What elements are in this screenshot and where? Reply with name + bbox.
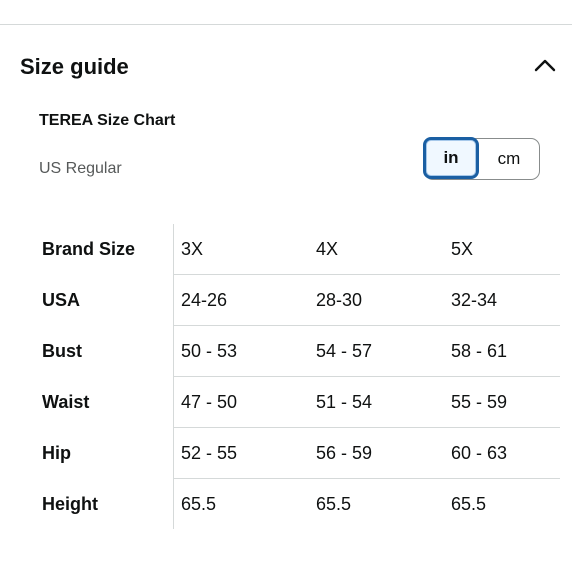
table-cell: 54 - 57	[309, 325, 444, 377]
collapse-button[interactable]	[530, 50, 560, 80]
size-chart-title: TEREA Size Chart	[39, 112, 176, 129]
row-header: Waist	[39, 376, 174, 428]
table-cell: 65.5	[181, 494, 217, 514]
table-cell: 65.5	[316, 494, 352, 514]
table-row: Waist 47 - 50 51 - 54 55 - 59	[39, 376, 560, 428]
row-header: Hip	[39, 427, 174, 479]
size-guide-title: Size guide	[20, 54, 129, 79]
row-header: USA	[39, 274, 174, 326]
unit-in-button[interactable]: in	[423, 137, 479, 179]
table-cell: 47 - 50	[173, 376, 309, 428]
row-header: Brand Size	[39, 224, 174, 275]
table-cell: 28-30	[309, 274, 444, 326]
table-row: Hip 52 - 55 56 - 59 60 - 63	[39, 427, 560, 479]
table-cell: 55 - 59	[444, 376, 560, 428]
size-guide-header[interactable]: Size guide	[20, 50, 560, 84]
table-cell: 58 - 61	[444, 325, 560, 377]
table-cell: 51 - 54	[309, 376, 444, 428]
table-row: USA 24-26 28-30 32-34	[39, 274, 560, 326]
table-cell: 32-34	[444, 274, 560, 326]
table-cell: 50 - 53	[173, 325, 309, 377]
table-cell: 52 - 55	[173, 427, 309, 479]
top-divider	[0, 24, 572, 25]
row-header: Height	[39, 478, 174, 529]
table-cell: 60 - 63	[444, 427, 560, 479]
table-cell: 3X	[173, 224, 309, 275]
table-cell: 4X	[309, 224, 444, 275]
unit-cm-button[interactable]: cm	[497, 149, 521, 168]
table-cell: 65.5	[451, 494, 487, 514]
row-header: Bust	[39, 325, 174, 377]
table-cell: 24-26	[173, 274, 309, 326]
unit-toggle: in cm	[423, 137, 540, 180]
table-row: Bust 50 - 53 54 - 57 58 - 61	[39, 325, 560, 377]
table-row: Height 65.5 65.5 65.5	[39, 478, 560, 529]
chevron-up-icon	[534, 59, 556, 72]
table-row: Brand Size 3X 4X 5X	[39, 224, 560, 275]
table-cell: 5X	[444, 224, 560, 275]
fit-type-label: US Regular	[39, 160, 122, 177]
table-cell: 56 - 59	[309, 427, 444, 479]
size-table: Brand Size 3X 4X 5X USA 24-26 28-30 32-3…	[39, 224, 560, 529]
